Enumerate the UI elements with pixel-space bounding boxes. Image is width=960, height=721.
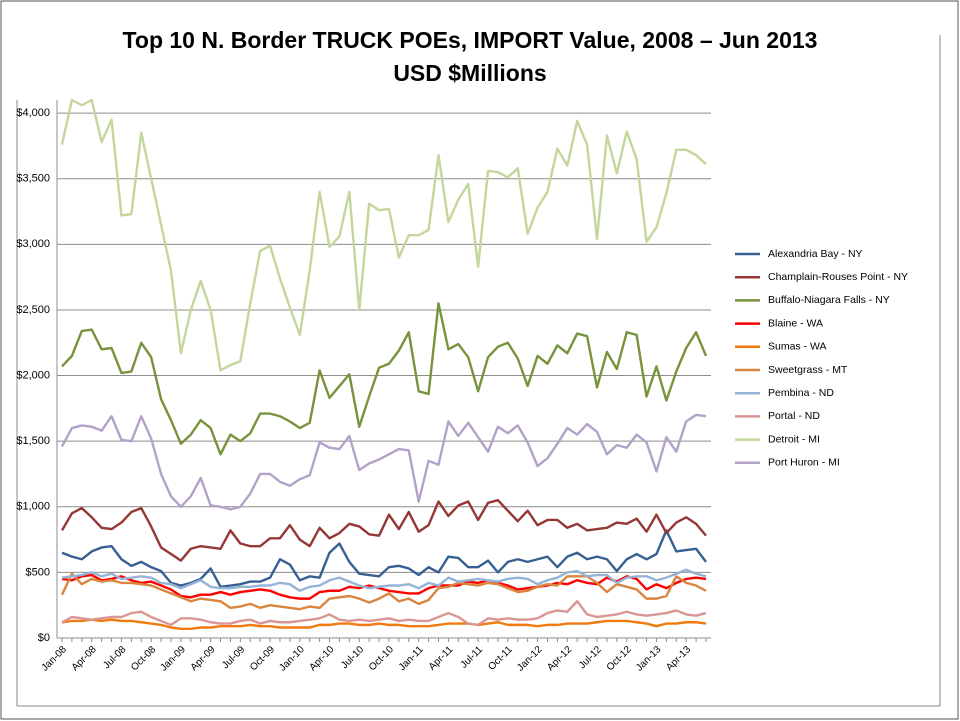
series-line [60,413,707,511]
series-line [61,600,707,627]
legend-label: Buffalo-Niagara Falls - NY [768,294,890,306]
y-tick-label: $2,000 [16,369,50,381]
y-tick-label: $3,500 [16,173,50,185]
series-line [61,302,708,456]
series-line [61,618,707,631]
plot-area [60,98,708,631]
y-tick-label: $1,000 [16,501,50,513]
series-line [60,499,707,562]
series-line [60,572,707,611]
legend-label: Portal - ND [768,410,820,422]
chart-subtitle: USD $Millions [393,60,546,86]
series-line [60,98,707,372]
y-tick-label: $2,500 [16,304,50,316]
legend-label: Sweetgrass - MT [768,364,848,376]
legend-label: Detroit - MI [768,433,820,445]
y-tick-label: $4,000 [16,107,50,119]
series-line [61,568,707,592]
legend-label: Port Huron - MI [768,457,840,469]
series-line [61,529,707,589]
legend-label: Blaine - WA [768,317,823,329]
y-tick-label: $500 [26,566,50,578]
y-tick-label: $0 [38,632,50,644]
chart-title: Top 10 N. Border TRUCK POEs, IMPORT Valu… [123,27,818,53]
legend-label: Pembina - ND [768,387,834,399]
legend-label: Champlain-Rouses Point - NY [768,271,908,283]
y-tick-label: $1,500 [16,435,50,447]
y-tick-label: $3,000 [16,238,50,250]
legend-label: Alexandria Bay - NY [768,248,863,260]
legend-label: Sumas - WA [768,341,827,353]
